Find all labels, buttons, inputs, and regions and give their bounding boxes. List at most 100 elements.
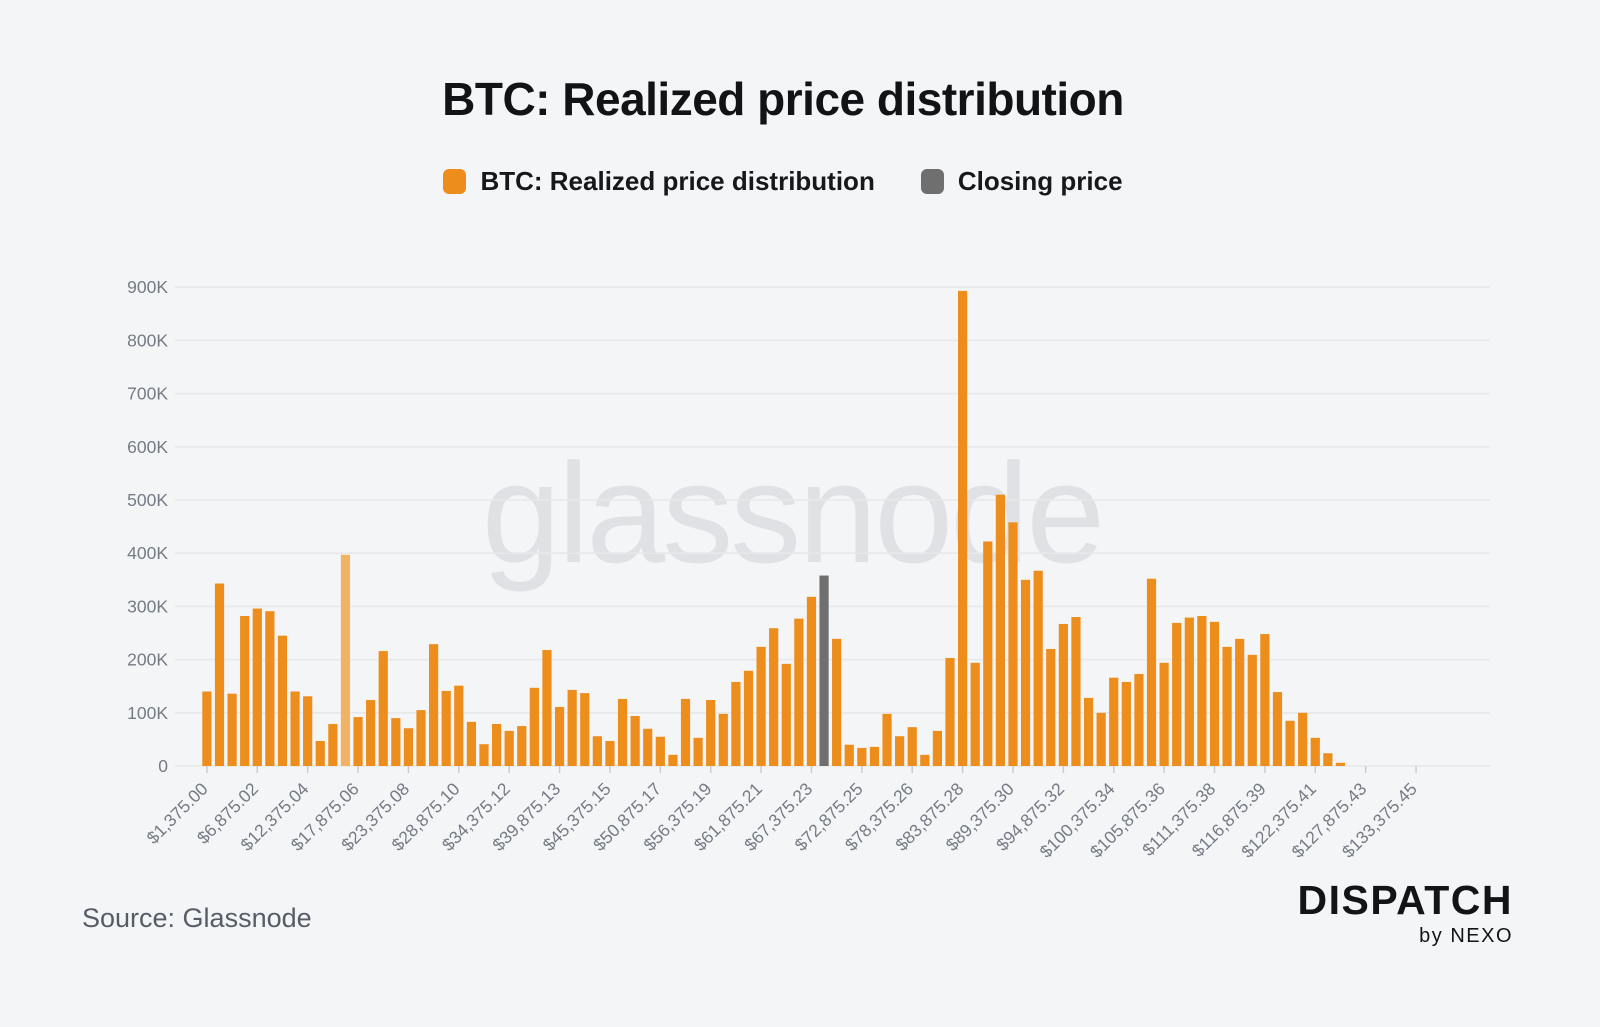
chart-title: BTC: Realized price distribution bbox=[442, 73, 1124, 125]
bar bbox=[655, 736, 665, 766]
bar bbox=[1096, 712, 1106, 766]
legend-swatch-gray bbox=[920, 169, 944, 194]
bar bbox=[605, 740, 615, 766]
bar bbox=[1235, 638, 1245, 766]
y-axis-label: 700K bbox=[127, 384, 168, 404]
bar bbox=[214, 583, 225, 766]
bar bbox=[756, 646, 766, 766]
bar bbox=[617, 698, 628, 766]
legend-swatch-orange bbox=[443, 169, 467, 194]
bar bbox=[529, 687, 539, 766]
bar bbox=[958, 290, 968, 766]
legend-label-closing-price: Closing price bbox=[957, 166, 1123, 196]
bar bbox=[504, 730, 514, 766]
bar bbox=[643, 728, 653, 766]
bar bbox=[1146, 578, 1157, 766]
bar bbox=[479, 744, 489, 766]
bar bbox=[718, 713, 728, 766]
y-axis-label: 900K bbox=[127, 277, 168, 297]
bar bbox=[277, 635, 288, 766]
bar bbox=[290, 691, 300, 766]
bar bbox=[731, 681, 741, 766]
y-axis-label: 600K bbox=[127, 437, 168, 457]
bar bbox=[227, 693, 237, 766]
bar bbox=[542, 650, 552, 766]
bar bbox=[1058, 623, 1068, 766]
bar bbox=[1222, 646, 1232, 766]
bar bbox=[491, 723, 502, 766]
bar bbox=[416, 710, 426, 766]
bar bbox=[1197, 615, 1207, 766]
bar bbox=[554, 706, 565, 766]
bar bbox=[781, 663, 791, 766]
bar bbox=[454, 685, 464, 766]
bar bbox=[580, 693, 590, 766]
bar bbox=[252, 608, 262, 766]
bar bbox=[970, 662, 980, 766]
bar bbox=[1247, 654, 1257, 766]
bar bbox=[920, 754, 930, 766]
bar bbox=[1008, 522, 1018, 766]
bar bbox=[844, 744, 854, 766]
bar bbox=[983, 541, 993, 766]
bar bbox=[1083, 697, 1094, 766]
bar bbox=[391, 718, 401, 766]
brand-name: DISPATCH bbox=[1297, 877, 1513, 923]
y-axis-label: 300K bbox=[127, 596, 168, 616]
bar bbox=[1260, 634, 1270, 766]
bar bbox=[630, 715, 640, 766]
bar bbox=[1033, 570, 1043, 766]
bar bbox=[1298, 712, 1308, 766]
legend: BTC: Realized price distribution Closing… bbox=[0, 166, 1566, 197]
bar bbox=[882, 713, 892, 766]
bar bbox=[1310, 737, 1320, 766]
bar bbox=[1285, 720, 1295, 766]
y-axis-label: 500K bbox=[127, 490, 168, 510]
bar bbox=[1121, 681, 1131, 766]
bar bbox=[202, 691, 212, 766]
bar bbox=[743, 670, 754, 766]
bar bbox=[403, 728, 414, 766]
bar bbox=[1172, 622, 1182, 766]
legend-label-realized-price: BTC: Realized price distribution bbox=[480, 166, 875, 196]
bar bbox=[769, 628, 779, 766]
y-axis-label: 100K bbox=[127, 703, 168, 723]
bar bbox=[517, 726, 527, 766]
bar bbox=[1272, 692, 1283, 766]
bar bbox=[265, 611, 275, 766]
bar bbox=[668, 754, 678, 766]
bar bbox=[303, 696, 313, 766]
bar bbox=[353, 717, 363, 766]
bar bbox=[366, 700, 376, 766]
bar bbox=[945, 658, 955, 766]
y-axis-label: 200K bbox=[127, 650, 168, 670]
highlighted-bar bbox=[340, 554, 351, 766]
bar bbox=[680, 698, 691, 766]
bar bbox=[328, 723, 338, 766]
source-label: Source: Glassnode bbox=[82, 903, 312, 933]
bar bbox=[466, 721, 476, 766]
bar bbox=[1071, 617, 1081, 766]
bar bbox=[895, 736, 905, 766]
bar bbox=[1159, 662, 1169, 766]
bar bbox=[932, 730, 943, 766]
bar bbox=[1335, 762, 1346, 766]
legend-item-closing-price: Closing price bbox=[920, 166, 1123, 197]
bar bbox=[378, 651, 388, 766]
closing-price-bar bbox=[819, 575, 829, 766]
bar bbox=[1184, 617, 1194, 766]
bar bbox=[1209, 621, 1220, 766]
bar bbox=[907, 727, 917, 766]
bar bbox=[1109, 677, 1119, 766]
bar bbox=[1046, 648, 1056, 766]
bar bbox=[315, 740, 325, 766]
dispatch-logo: DISPATCH by NEXO bbox=[1298, 880, 1513, 948]
bar bbox=[1323, 753, 1333, 766]
bar bbox=[1020, 579, 1031, 766]
bar bbox=[429, 644, 439, 766]
bar bbox=[869, 746, 880, 766]
y-axis-label: 800K bbox=[127, 330, 168, 350]
brand-subtitle: by NEXO bbox=[1419, 925, 1513, 947]
bar bbox=[441, 690, 451, 766]
